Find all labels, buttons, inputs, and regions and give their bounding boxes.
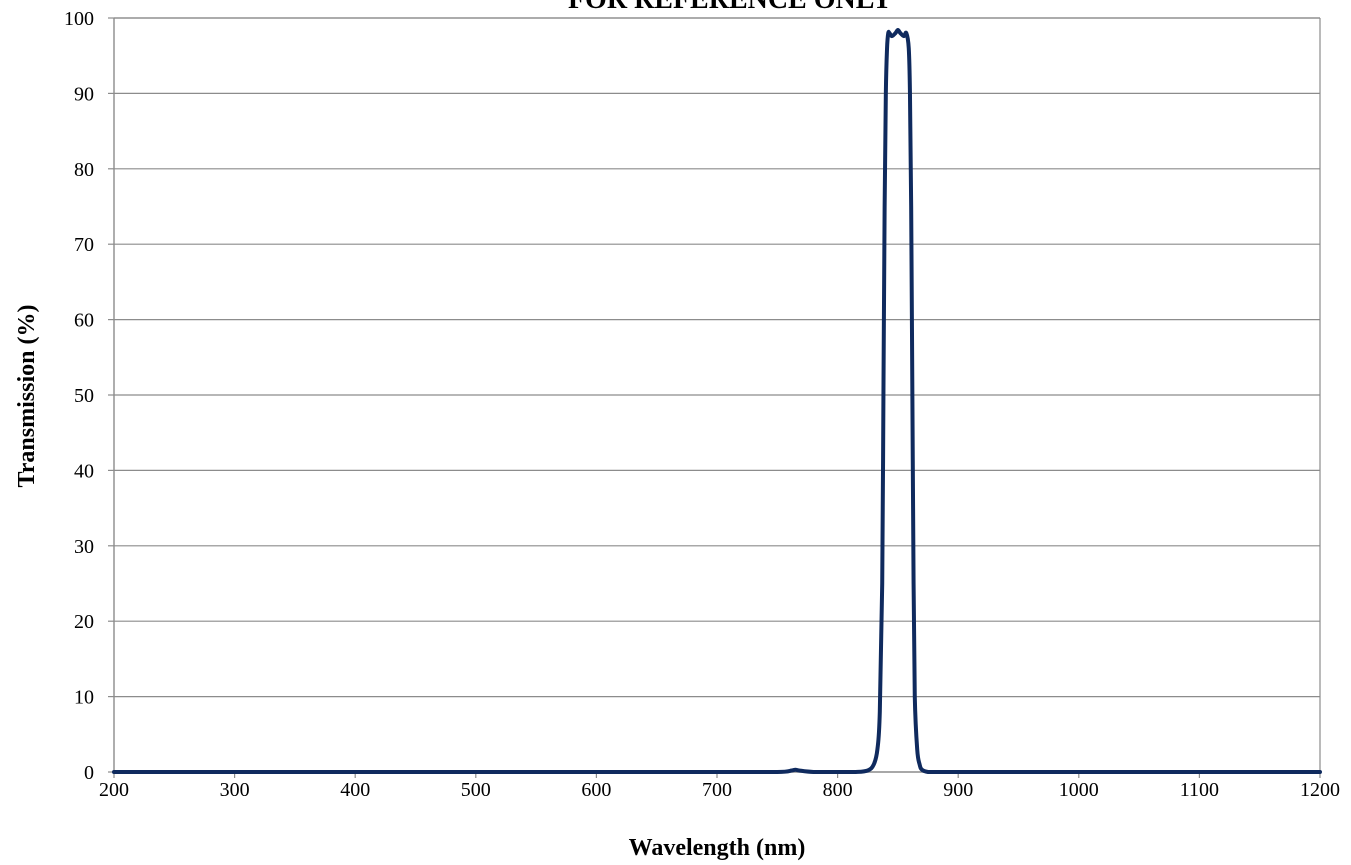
x-tick-label: 800 xyxy=(823,779,853,801)
x-tick-label: 1000 xyxy=(1059,779,1099,801)
y-tick-label: 30 xyxy=(74,536,94,558)
series-group xyxy=(112,28,1322,774)
x-axis-title: Wavelength (nm) xyxy=(629,835,806,861)
y-axis-title: Transmission (%) xyxy=(14,305,40,488)
x-tick-label: 600 xyxy=(581,779,611,801)
chart-title: FOR REFERENCE ONLY xyxy=(568,0,892,15)
y-tick-label: 0 xyxy=(84,762,94,784)
x-tick-label: 1200 xyxy=(1300,779,1340,801)
x-tick-label: 900 xyxy=(943,779,973,801)
x-tick-label: 1100 xyxy=(1180,779,1219,801)
x-tick-label: 300 xyxy=(220,779,250,801)
y-tick-label: 40 xyxy=(74,460,94,482)
series-line-0 xyxy=(112,28,1322,774)
x-tick-label: 500 xyxy=(461,779,491,801)
y-tick-label: 10 xyxy=(74,687,94,709)
y-tick-label: 20 xyxy=(74,611,94,633)
y-tick-labels: 0 10 20 30 40 50 60 70 80 90 100 xyxy=(64,8,94,784)
x-tick-labels: 200 300 400 500 600 700 800 900 1000 1100 1200 xyxy=(99,779,1340,801)
x-tick-label: 400 xyxy=(340,779,370,801)
y-tick-label: 70 xyxy=(74,234,94,256)
y-tick-label: 60 xyxy=(74,310,94,332)
x-tick-label: 700 xyxy=(702,779,732,801)
y-tick-label: 50 xyxy=(74,385,94,407)
x-tick-label: 200 xyxy=(99,779,129,801)
y-tick-label: 100 xyxy=(64,8,94,30)
y-tick-label: 90 xyxy=(74,83,94,105)
y-tick-label: 80 xyxy=(74,159,94,181)
